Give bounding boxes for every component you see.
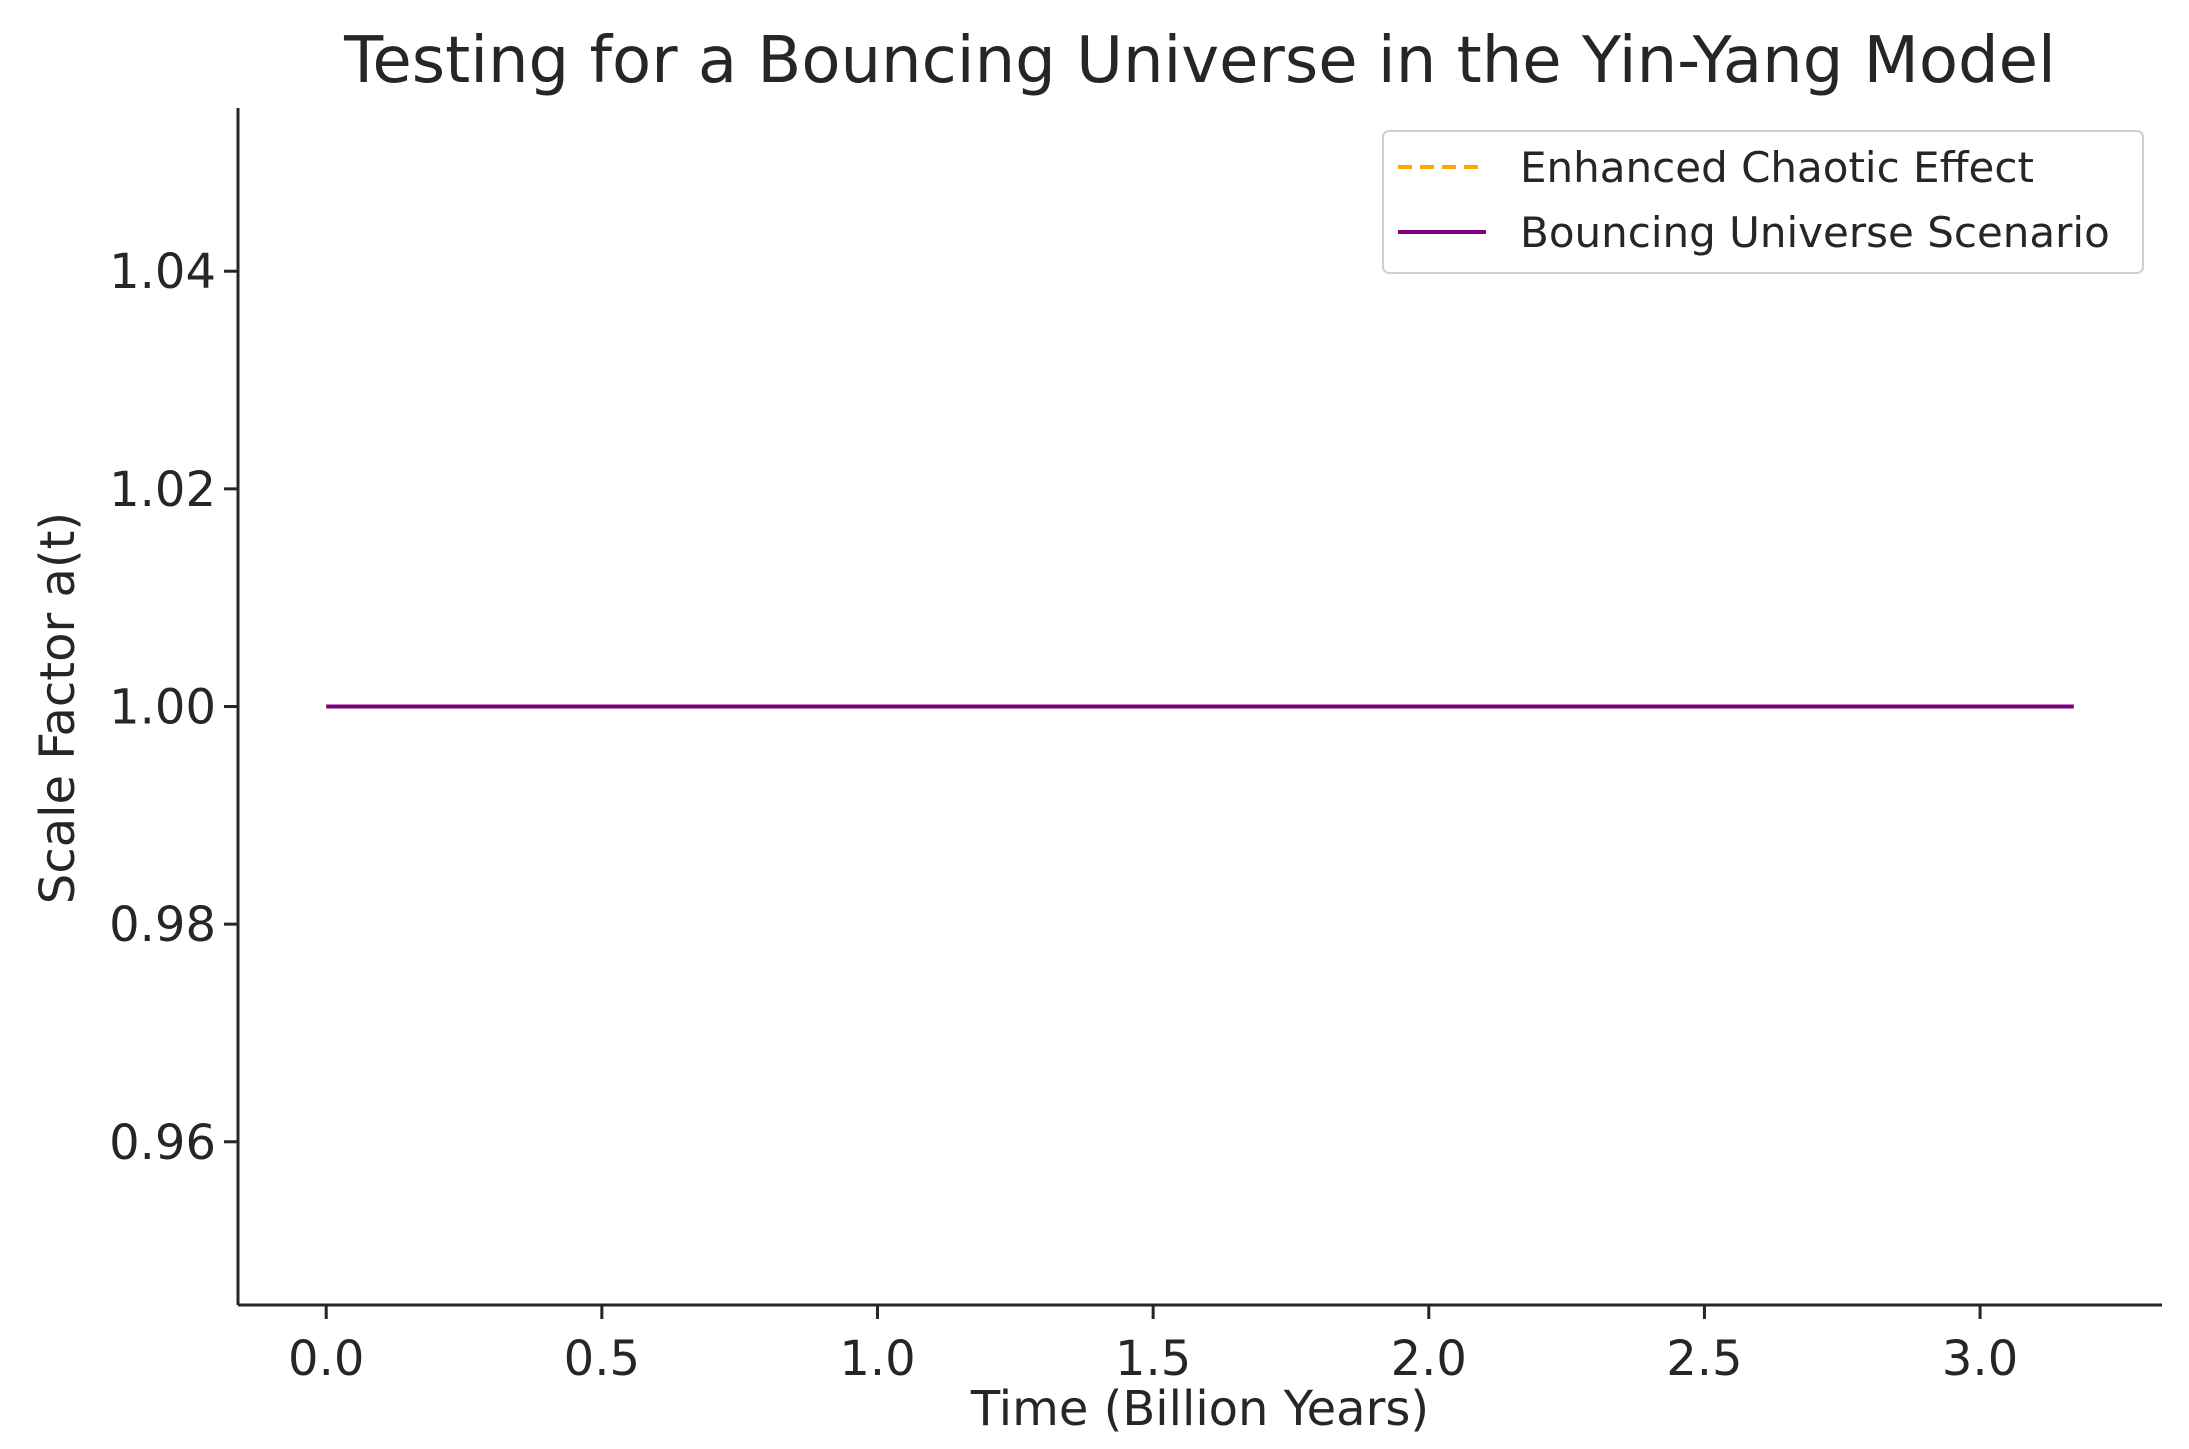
- legend: Enhanced Chaotic Effect Bouncing Universe…: [1382, 130, 2144, 274]
- y-tick-label: 0.98: [109, 897, 216, 953]
- legend-label-1: Bouncing Universe Scenario: [1520, 208, 2110, 257]
- y-tick-label: 0.96: [109, 1115, 216, 1171]
- y-tick-label: 1.00: [109, 680, 216, 736]
- chart-title: Testing for a Bouncing Universe in the Y…: [343, 24, 2056, 98]
- legend-box: [1382, 130, 2144, 274]
- legend-label-0: Enhanced Chaotic Effect: [1520, 143, 2034, 192]
- x-tick-label: 1.0: [839, 1331, 915, 1387]
- x-tick-label: 0.5: [564, 1331, 640, 1387]
- y-tick-label: 1.04: [109, 244, 216, 300]
- x-tick-label: 3.0: [1942, 1331, 2018, 1387]
- y-tick-label: 1.02: [109, 462, 216, 518]
- x-tick-label: 2.5: [1666, 1331, 1742, 1387]
- x-axis-label: Time (Billion Years): [970, 1381, 1429, 1437]
- y-axis-label: Scale Factor a(t): [30, 512, 86, 904]
- x-tick-label: 0.0: [288, 1331, 364, 1387]
- x-tick-label: 1.5: [1115, 1331, 1191, 1387]
- x-tick-label: 2.0: [1391, 1331, 1467, 1387]
- plot-area: 0.0 0.5 1.0 1.5 2.0 2.5 3.0 0.96 0.98 1.00 1.02 1.0…: [109, 108, 2162, 1387]
